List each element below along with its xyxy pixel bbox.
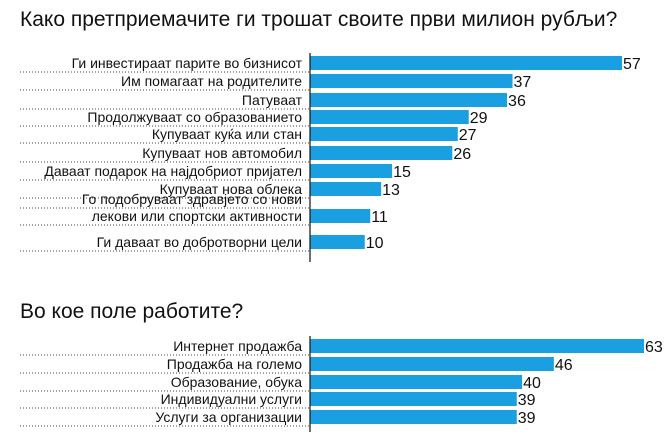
chart-1-value-label: 57 bbox=[623, 56, 641, 73]
chart-2-value-label: 39 bbox=[518, 392, 536, 409]
chart-1-category-label: Даваат подарок на најдобриот пријател bbox=[44, 163, 302, 179]
chart-1-value-label: 26 bbox=[453, 146, 471, 163]
chart-2-value-label: 39 bbox=[518, 410, 536, 427]
chart-1-value-label: 27 bbox=[459, 127, 477, 144]
chart-2-bar bbox=[310, 375, 523, 389]
chart-1-value-label: 11 bbox=[371, 209, 388, 226]
chart-2-title: Во кое поле работите? bbox=[20, 300, 244, 323]
chart-2-value-label: 63 bbox=[645, 339, 663, 356]
chart-1-category-label: Купуваат нов автомобил bbox=[142, 145, 302, 161]
chart-1-bar bbox=[310, 93, 508, 107]
chart-2-bar bbox=[310, 392, 517, 406]
chart-2-bar bbox=[310, 410, 517, 424]
chart-1-category-label: Ги даваат во добротворни цели bbox=[97, 234, 302, 250]
chart-2-bar bbox=[310, 339, 644, 353]
chart-1-value-label: 37 bbox=[514, 74, 532, 91]
chart-1-value-label: 10 bbox=[366, 235, 384, 252]
chart-1-category-label: Купуваат нова облека bbox=[160, 181, 303, 197]
chart-1-value-label: 15 bbox=[393, 164, 411, 181]
chart-1-bar bbox=[310, 74, 513, 88]
chart-2-bar bbox=[310, 357, 554, 371]
chart-2-category-label: Образование, обука bbox=[171, 374, 302, 390]
chart-1-title: Како претприемачите ги трошат своите прв… bbox=[20, 8, 618, 31]
chart-2-category-label: Услуги за организации bbox=[155, 409, 302, 425]
chart-1-bar bbox=[310, 127, 458, 141]
chart-2-value-label: 46 bbox=[555, 357, 573, 374]
chart-1-category-label: Продолжуваат со образованието bbox=[87, 109, 302, 125]
chart-1-category-label: Го подобруваат здравјето со нови bbox=[82, 191, 302, 207]
chart-2-category-label: Интернет продажба bbox=[173, 338, 302, 354]
chart-1-bar bbox=[310, 209, 371, 223]
chart-2-category-label: Продажба на големо bbox=[167, 356, 302, 372]
chart-1-bar bbox=[310, 164, 393, 178]
chart-1-bar bbox=[310, 110, 469, 124]
chart-1-value-label: 13 bbox=[382, 182, 400, 199]
chart-2-category-label: Индивидуални услуги bbox=[161, 391, 302, 407]
chart-1-bar bbox=[310, 235, 365, 249]
chart-2-value-label: 40 bbox=[523, 375, 541, 392]
chart-1-category-label: Патуваат bbox=[242, 92, 303, 108]
chart-1-bar bbox=[310, 182, 382, 196]
chart-1-category-label: Ги инвестираат парите во бизнисот bbox=[72, 55, 303, 71]
chart-1-plot: Ги инвестираат парите во бизнисот 57 Им по… bbox=[20, 53, 641, 262]
chart-1-bar bbox=[310, 146, 453, 160]
chart-1-category-label: лекови или спортски активности bbox=[92, 208, 302, 224]
chart-1-category-label: Купуваат куќа или стан bbox=[152, 126, 302, 142]
chart-1-category-label: Им помагаат на родителите bbox=[121, 73, 302, 89]
chart-1-value-label: 29 bbox=[470, 110, 488, 127]
chart-1-bar bbox=[310, 56, 622, 70]
chart-1-value-label: 36 bbox=[508, 93, 526, 110]
